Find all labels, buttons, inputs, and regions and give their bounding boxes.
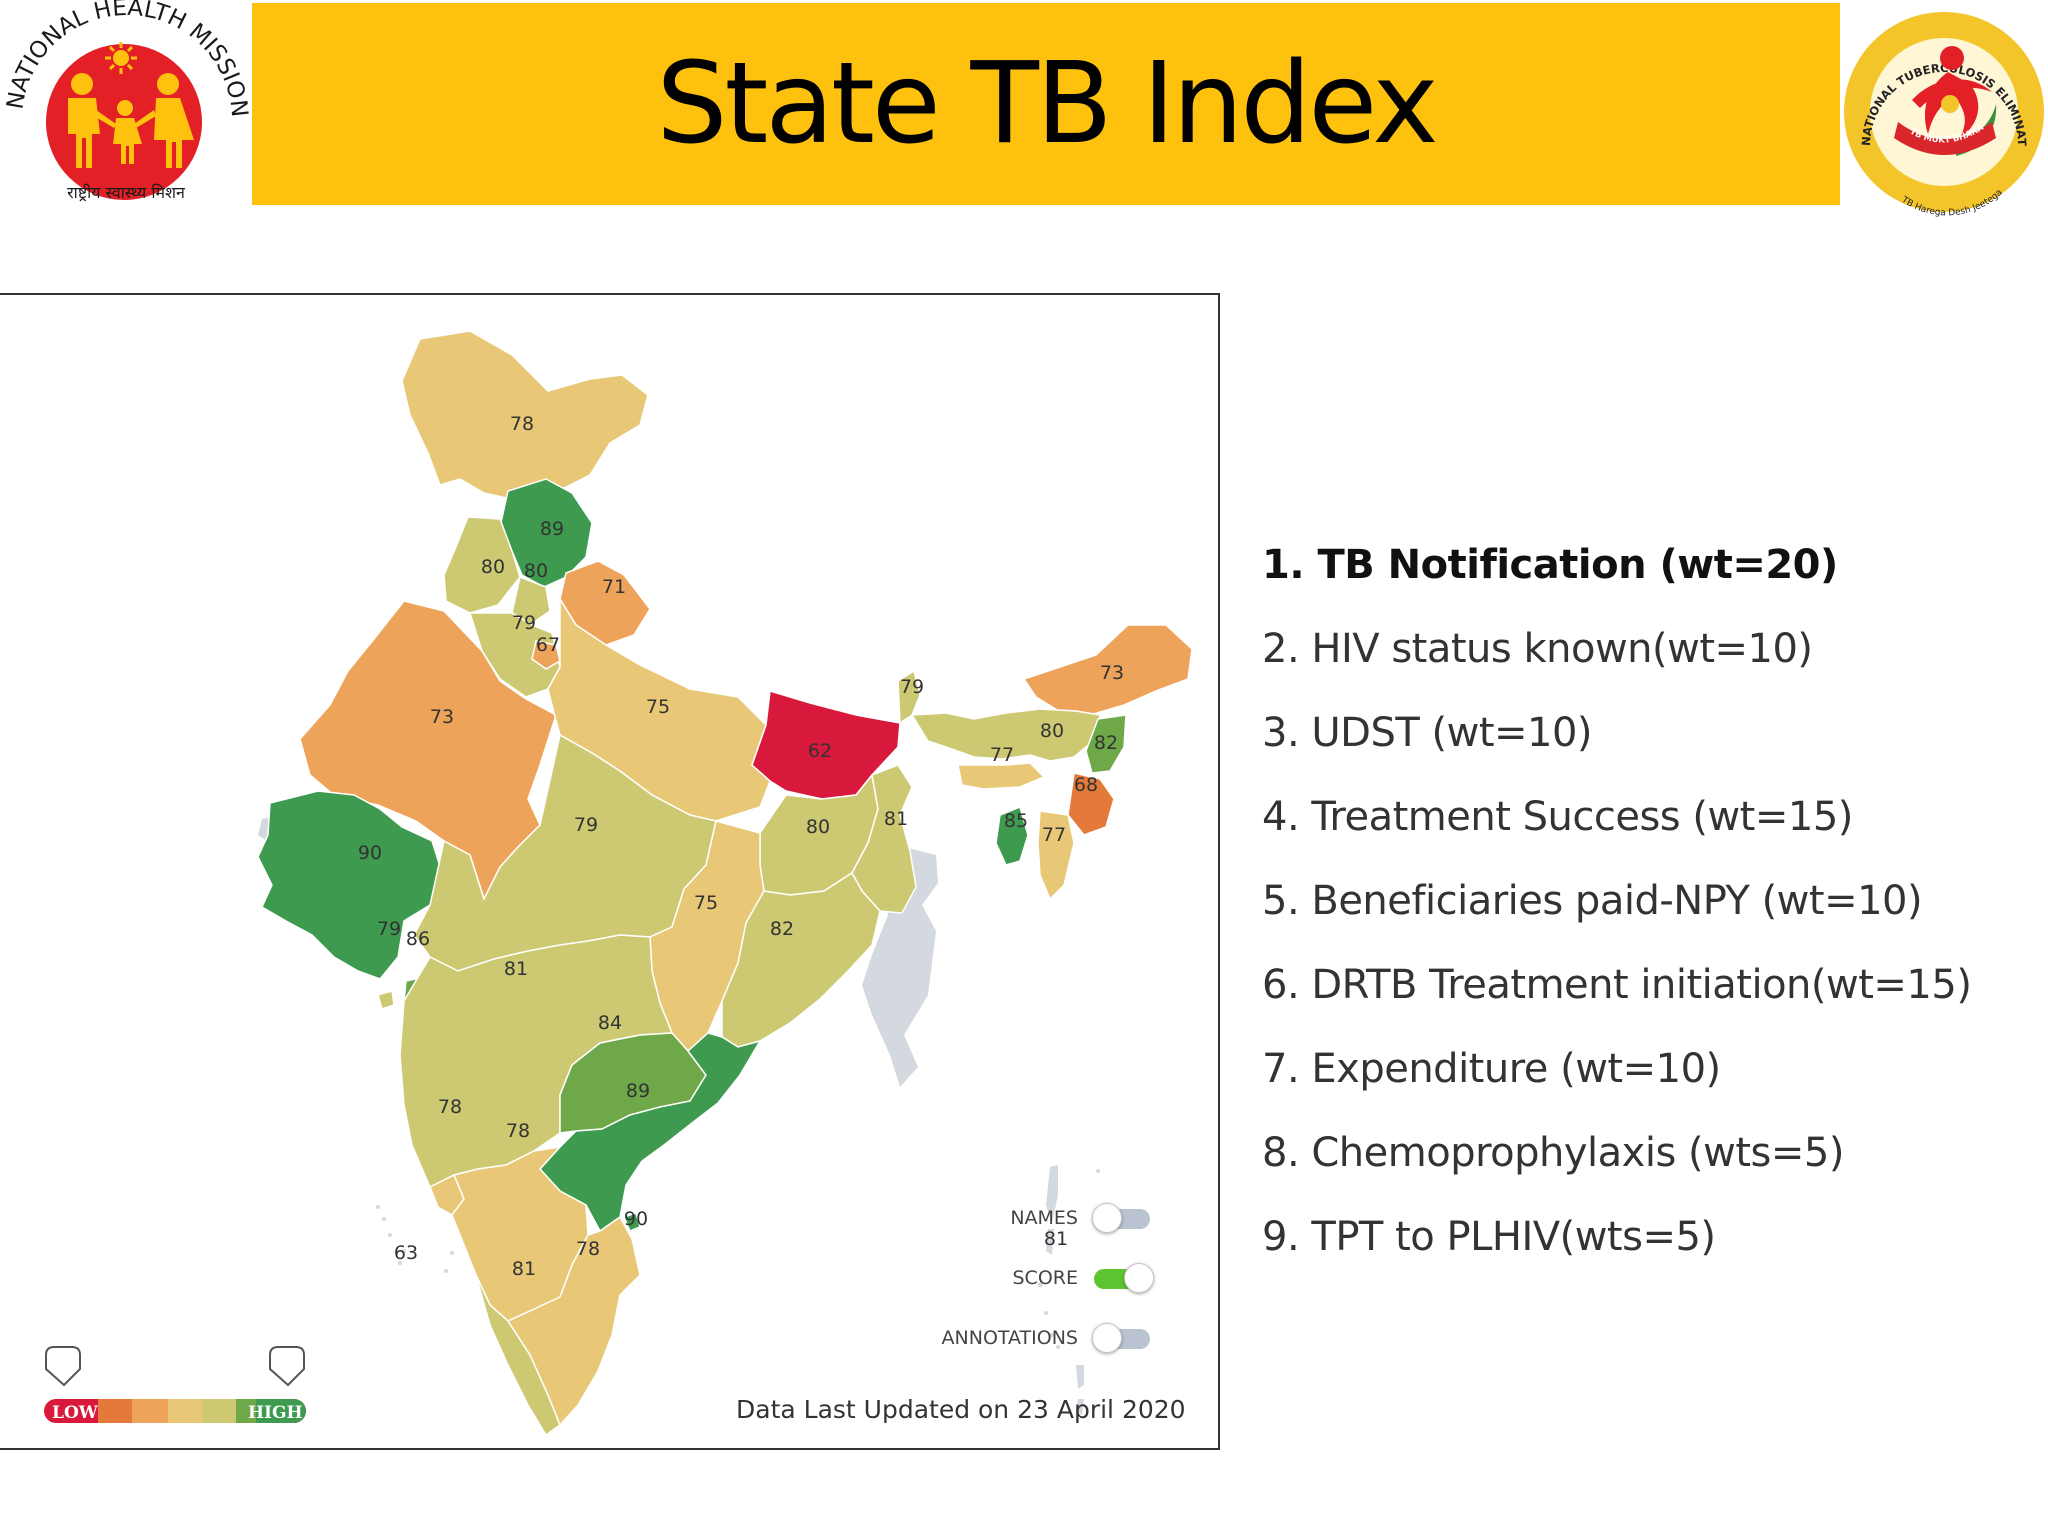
score-tripura: 85 <box>1004 810 1028 832</box>
score-karnataka: 78 <box>506 1120 530 1142</box>
score-jharkhand: 80 <box>806 816 830 838</box>
page-title: State TB Index <box>656 39 1438 169</box>
nhm-logo-icon: NATIONAL HEALTH MISSION <box>0 0 252 210</box>
ntep-logo-icon: NATIONAL TUBERCULOSIS ELIMINATION PROGRA… <box>1830 0 2048 218</box>
names-toggle-label: NAMES <box>1010 1207 1078 1229</box>
score-odisha: 82 <box>770 918 794 940</box>
score-punjab: 80 <box>481 556 505 578</box>
score-chandigarh: 80 <box>524 560 548 582</box>
names-toggle-row[interactable]: NAMES <box>918 1203 1154 1233</box>
score-haryana: 79 <box>512 612 536 634</box>
state-tamil-nadu[interactable] <box>506 1215 641 1427</box>
score-uttar-pradesh: 75 <box>646 696 670 718</box>
state-tripura[interactable] <box>995 805 1029 866</box>
ut-andaman-nicobar[interactable] <box>1037 1165 1101 1415</box>
indicator-item: 5. Beneficiaries paid-NPY (wt=10) <box>1262 878 1923 924</box>
score-toggle[interactable] <box>1092 1263 1154 1293</box>
score-jammu-kashmir: 78 <box>510 413 534 435</box>
title-bar: State TB Index <box>252 3 1840 205</box>
state-meghalaya[interactable] <box>957 762 1046 790</box>
score-goa: 78 <box>438 1096 462 1118</box>
score-arunachal-pradesh: 73 <box>1100 662 1124 684</box>
state-gujarat[interactable] <box>257 790 445 980</box>
score-kerala: 81 <box>512 1258 536 1280</box>
data-last-updated: Data Last Updated on 23 April 2020 <box>736 1395 1186 1424</box>
score-nagaland: 82 <box>1094 732 1118 754</box>
score-andhra-pradesh: 89 <box>626 1080 650 1102</box>
score-mizoram: 77 <box>1042 824 1066 846</box>
svg-text:राष्ट्रीय स्वास्थ्य मिशन: राष्ट्रीय स्वास्थ्य मिशन <box>67 183 186 202</box>
score-daman-diu: 79 <box>377 918 401 940</box>
indicator-item: 8. Chemoprophylaxis (wts=5) <box>1262 1130 1844 1176</box>
annotations-toggle[interactable] <box>1092 1323 1154 1353</box>
score-puducherry: 90 <box>624 1208 648 1230</box>
india-choropleth-map: 78 89 80 80 71 79 67 73 75 62 79 73 80 8… <box>44 330 1193 1437</box>
score-uttarakhand: 71 <box>602 576 626 598</box>
score-west-bengal: 81 <box>884 808 908 830</box>
legend-low-label: LOW <box>52 1403 99 1423</box>
score-rajasthan: 73 <box>430 706 454 728</box>
score-maharashtra: 81 <box>504 958 528 980</box>
score-toggle-row[interactable]: SCORE <box>918 1263 1154 1293</box>
score-delhi: 67 <box>536 634 560 656</box>
neighbour-region-bangladesh <box>862 843 938 1087</box>
indicator-item: 9. TPT to PLHIV(wts=5) <box>1262 1214 1716 1260</box>
names-toggle[interactable] <box>1092 1203 1154 1233</box>
indicator-item: 6. DRTB Treatment initiation(wt=15) <box>1262 962 1972 1008</box>
ut-chandigarh[interactable] <box>511 575 551 626</box>
state-odisha[interactable] <box>721 871 881 1048</box>
annotations-toggle-label: ANNOTATIONS <box>941 1327 1078 1349</box>
state-tb-index-map: 78 89 80 80 71 79 67 73 75 62 79 73 80 8… <box>0 293 1220 1450</box>
ut-lakshadweep[interactable] <box>376 1205 454 1273</box>
score-bihar: 62 <box>808 740 832 762</box>
score-andaman-nicobar: 81 <box>1044 1228 1068 1250</box>
score-toggle-label: SCORE <box>1012 1267 1079 1289</box>
state-uttar-pradesh[interactable] <box>547 596 771 822</box>
score-chhattisgarh: 75 <box>694 892 718 914</box>
indicator-item: 2. HIV status known(wt=10) <box>1262 626 1813 672</box>
state-nagaland[interactable] <box>1085 714 1127 774</box>
score-assam: 80 <box>1040 720 1064 742</box>
ut-daman-diu[interactable] <box>377 990 395 1010</box>
state-mizoram[interactable] <box>1037 810 1075 901</box>
score-dadra-nagar-haveli: 86 <box>406 928 430 950</box>
score-gujarat: 90 <box>358 842 382 864</box>
ut-puducherry[interactable] <box>622 1212 641 1232</box>
score-tamil-nadu: 78 <box>576 1238 600 1260</box>
score-sikkim: 79 <box>900 676 924 698</box>
state-sikkim[interactable] <box>897 669 921 725</box>
score-manipur: 68 <box>1074 774 1098 796</box>
state-west-bengal[interactable] <box>851 764 917 914</box>
score-himachal-pradesh: 89 <box>540 518 564 540</box>
legend-low-handle-icon[interactable] <box>45 1346 81 1387</box>
score-madhya-pradesh: 79 <box>574 814 598 836</box>
indicator-item: 1. TB Notification (wt=20) <box>1262 542 1838 588</box>
legend-high-label: HIGH <box>248 1403 303 1423</box>
indicator-item: 3. UDST (wt=10) <box>1262 710 1593 756</box>
annotations-toggle-row[interactable]: ANNOTATIONS <box>918 1323 1154 1353</box>
state-assam[interactable] <box>910 708 1101 762</box>
score-telangana: 84 <box>598 1012 622 1034</box>
indicator-item: 4. Treatment Success (wt=15) <box>1262 794 1853 840</box>
state-punjab[interactable] <box>443 516 521 614</box>
state-jammu-kashmir[interactable] <box>401 330 649 502</box>
indicator-list: 1. TB Notification (wt=20) 2. HIV status… <box>1262 532 1972 1288</box>
score-lakshadweep: 63 <box>394 1242 418 1264</box>
indicator-item: 7. Expenditure (wt=10) <box>1262 1046 1721 1092</box>
score-meghalaya: 77 <box>990 744 1014 766</box>
ut-delhi[interactable] <box>531 640 561 670</box>
legend-high-handle-icon[interactable] <box>269 1346 305 1387</box>
score-color-legend[interactable]: LOW HIGH <box>44 1399 306 1423</box>
